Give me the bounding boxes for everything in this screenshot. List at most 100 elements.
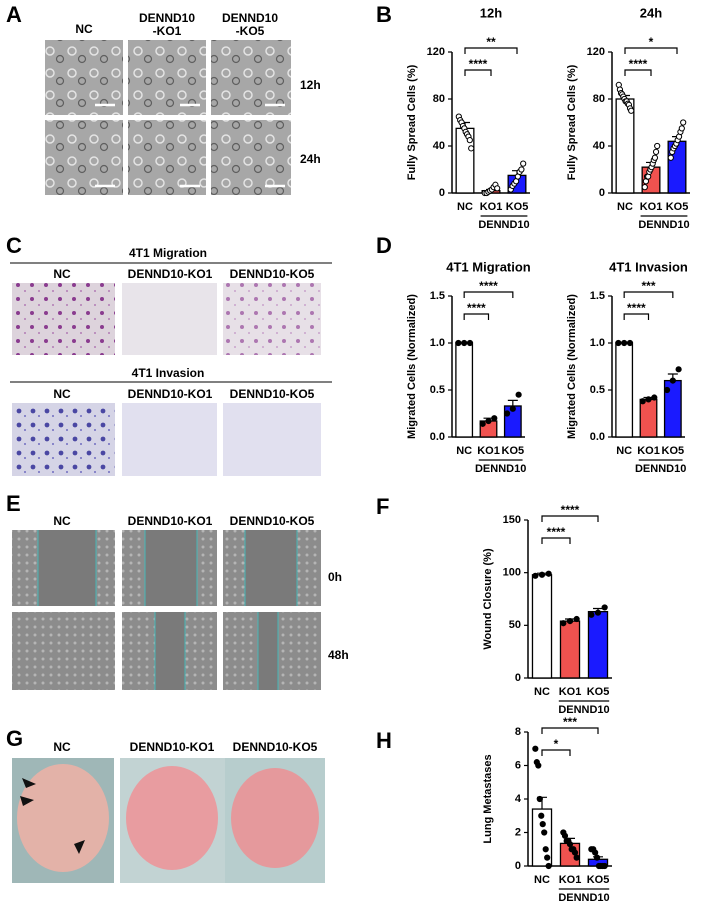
y-tick-label: 1.0 xyxy=(430,337,445,349)
group-label: DENND10 xyxy=(478,219,529,231)
y-tick-label: 1.0 xyxy=(590,337,605,349)
panel-label: C xyxy=(6,233,22,258)
chart-title: 4T1 Invasion xyxy=(609,259,688,274)
micrograph-grid xyxy=(45,40,291,195)
data-point xyxy=(680,119,687,126)
data-point xyxy=(654,142,661,150)
y-tick-label: 50 xyxy=(509,619,521,631)
x-tick-label: KO5 xyxy=(666,201,689,213)
significance-label: *** xyxy=(563,715,577,729)
y-tick-label: 8 xyxy=(515,726,521,738)
group-label: DENND10 xyxy=(558,704,609,716)
data-point xyxy=(593,854,601,861)
error-bar xyxy=(507,399,518,406)
x-tick-label: KO5 xyxy=(587,686,610,698)
data-point xyxy=(573,854,580,861)
data-point xyxy=(669,377,676,384)
significance-bracket xyxy=(541,727,599,734)
y-tick-label: 0 xyxy=(515,860,521,872)
data-point xyxy=(626,339,634,347)
bar xyxy=(455,342,474,438)
x-tick-label: KO1 xyxy=(480,201,503,213)
data-point xyxy=(466,339,474,347)
data-point xyxy=(515,391,522,398)
bar xyxy=(615,342,634,438)
data-point xyxy=(538,812,545,819)
data-point xyxy=(601,862,608,870)
significance-label: **** xyxy=(547,525,566,539)
chart-title: 12h xyxy=(480,5,502,20)
x-tick-label: NC xyxy=(534,686,550,698)
y-tick-label: 40 xyxy=(593,140,605,152)
significance-label: **** xyxy=(561,503,580,517)
data-point xyxy=(455,339,462,347)
data-point xyxy=(503,410,511,417)
data-point xyxy=(494,185,501,192)
panel-label: G xyxy=(6,726,23,751)
panel-label: A xyxy=(6,2,22,27)
panel-label: B xyxy=(376,2,392,27)
data-point xyxy=(542,846,549,853)
column-header: DENND10-KO5 xyxy=(230,387,315,401)
column-header: DENND10-KO5 xyxy=(233,740,318,754)
column-header: NC xyxy=(75,22,93,36)
data-point xyxy=(639,398,646,405)
significance-bracket xyxy=(463,313,490,320)
y-tick-label: 80 xyxy=(593,93,605,105)
bar xyxy=(639,398,658,438)
data-point xyxy=(641,184,648,191)
column-header: NC xyxy=(53,740,71,754)
y-axis-label: Fully Spread Cells (%) xyxy=(566,64,578,180)
column-header: DENND10-KO1 xyxy=(128,387,213,401)
data-point xyxy=(479,420,486,427)
x-tick-label: NC xyxy=(456,445,472,457)
data-point xyxy=(566,618,574,625)
data-point xyxy=(651,154,659,161)
y-axis-label: Fully Spread Cells (%) xyxy=(406,64,418,180)
y-tick-label: 150 xyxy=(503,514,521,526)
x-tick-label: KO5 xyxy=(662,445,685,457)
data-point xyxy=(544,854,551,861)
x-tick-label: NC xyxy=(534,874,550,886)
y-tick-label: 1.5 xyxy=(430,290,445,302)
chart-title: 4T1 Migration xyxy=(446,259,531,274)
data-point xyxy=(615,339,622,347)
transwell-images xyxy=(12,283,321,476)
y-tick-label: 120 xyxy=(587,46,605,58)
y-tick-label: 0.5 xyxy=(430,384,445,396)
significance-label: **** xyxy=(469,57,488,71)
data-point xyxy=(532,572,539,579)
row-label: 48h xyxy=(328,648,349,662)
data-point xyxy=(571,849,579,856)
column-header: DENND10-KO5 xyxy=(230,267,315,281)
significance-bracket xyxy=(623,291,674,298)
significance-label: * xyxy=(649,35,654,49)
data-point xyxy=(545,862,552,870)
column-header: NC xyxy=(53,514,71,528)
x-tick-label: KO5 xyxy=(502,445,525,457)
data-point xyxy=(491,415,498,422)
y-tick-label: 0.5 xyxy=(590,384,605,396)
data-point xyxy=(509,405,516,412)
significance-label: **** xyxy=(467,301,486,315)
significance-bracket xyxy=(541,537,571,544)
bar xyxy=(531,574,553,679)
panel-label: H xyxy=(376,728,392,753)
column-header: DENND10-KO1 xyxy=(128,514,213,528)
bar xyxy=(587,610,609,679)
y-tick-label: 0.0 xyxy=(430,431,445,443)
x-tick-label: NC xyxy=(616,445,632,457)
significance-label: ** xyxy=(486,35,496,49)
group-label: DENND10 xyxy=(558,892,609,903)
significance-bracket xyxy=(541,749,571,756)
section-title: 4T1 Migration xyxy=(129,246,207,260)
column-header: DENND10-KO1 xyxy=(130,740,215,754)
data-point xyxy=(645,396,652,403)
data-point xyxy=(675,366,682,373)
data-point xyxy=(652,148,660,155)
y-tick-label: 40 xyxy=(433,140,445,152)
y-tick-label: 0 xyxy=(439,187,445,199)
data-point xyxy=(518,166,525,173)
y-tick-label: 100 xyxy=(503,567,521,579)
